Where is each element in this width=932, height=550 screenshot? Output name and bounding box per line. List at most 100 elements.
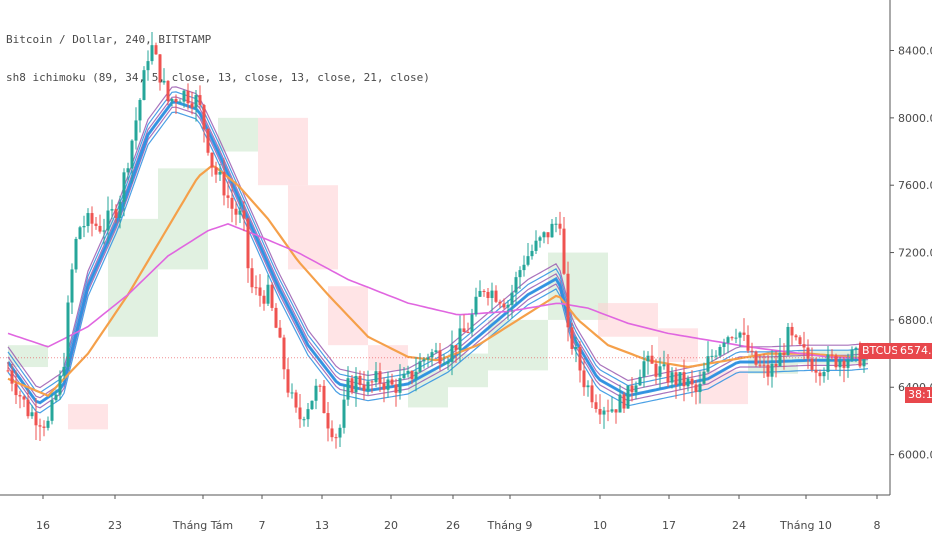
candle-body [526,256,530,265]
candle-body [846,359,850,368]
x-tick-label-2: Tháng Tám [172,519,233,532]
ma-blue-main [6,100,869,405]
candle-body [390,379,394,385]
candle-body [326,413,330,429]
candle-body [42,426,46,428]
last-price-tag: 6574.95 [897,343,932,359]
candle-body [150,45,154,62]
indicator-legend[interactable]: sh8 ichimoku (89, 34, 5, close, 13, clos… [6,71,430,84]
candle-body [70,269,74,303]
candle-body [14,383,18,396]
candle-body [54,394,58,401]
y-tick-label-4: 6800.00 [898,314,932,327]
candle-body [182,90,186,102]
candle-body [638,376,642,386]
candle-body [338,427,342,438]
x-tick-label-1: 23 [108,519,122,532]
candle-body [82,226,86,228]
candle-body [290,392,294,394]
candle-body [650,355,654,364]
candle-body [130,140,134,169]
candle-body [590,385,594,403]
candle-body [366,381,370,391]
x-tick-label-8: 10 [593,519,607,532]
candle-body [226,195,230,198]
candle-body [586,385,590,388]
candle-body [454,345,458,351]
y-tick-label-2: 7600.00 [898,179,932,192]
x-tick-label-4: 13 [315,519,329,532]
candle-body [562,228,566,274]
ichimoku-cloud-13 [598,303,658,337]
candle-body [542,232,546,238]
candle-body [246,218,250,269]
candle-body [610,409,614,412]
candle-body [550,223,554,238]
candle-body [378,371,382,384]
candle-body [566,273,570,328]
candle-body [518,270,522,278]
candle-body [574,347,578,349]
candle-body [446,361,450,364]
candle-body [322,385,326,414]
candle-body [834,355,838,368]
candle-body [554,223,558,225]
candle-body [318,385,322,387]
candle-body [486,291,490,298]
ichimoku-cloud-5 [258,117,308,186]
candle-body [606,410,610,412]
symbol-legend[interactable]: Bitcoin / Dollar, 240, BITSTAMP [6,33,212,46]
candle-body [170,99,174,102]
candle-body [786,326,790,356]
candle-body [578,347,582,371]
x-tick-label-6: 26 [446,519,460,532]
candle-body [670,372,674,383]
candle-body [422,359,426,362]
candle-body [642,361,646,377]
candle-body [222,171,226,196]
candle-body [138,99,142,121]
candle-body [722,342,726,347]
candle-body [358,375,362,386]
candle-body [250,268,254,288]
candle-body [102,230,106,232]
candle-body [430,352,434,358]
candle-body [254,287,258,289]
candle-body [458,328,462,351]
candle-body [374,371,378,383]
candle-body [462,328,466,332]
candle-body [838,360,842,368]
candle-body [90,213,94,224]
candle-body [734,337,738,339]
y-tick-label-3: 7200.00 [898,247,932,260]
candle-body [346,378,350,400]
candle-body [174,99,178,102]
candle-body [618,394,622,413]
candle-body [334,437,338,439]
candle-body [50,400,54,421]
x-tick-label-9: 17 [662,519,676,532]
y-tick-label-6: 6000.00 [898,449,932,462]
candle-body [214,167,218,175]
candle-body [678,372,682,385]
candle-body [646,355,650,362]
candle-body [282,337,286,370]
candle-body [126,168,130,173]
candle-body [166,80,170,102]
candle-body [274,307,278,328]
x-tick-label-5: 20 [384,519,398,532]
candle-body [730,337,734,339]
candle-body [474,296,478,315]
candle-body [790,326,794,336]
ma-orange-line [7,164,869,398]
candle-body [330,428,334,438]
candle-body [30,412,34,417]
candle-body [814,369,818,373]
candle-body [146,61,150,71]
ichimoku-cloud-4 [218,117,258,152]
candle-body [750,350,754,352]
candle-body [442,363,446,365]
candle-body [830,354,834,356]
ma-ribbon-line-1 [7,106,869,409]
